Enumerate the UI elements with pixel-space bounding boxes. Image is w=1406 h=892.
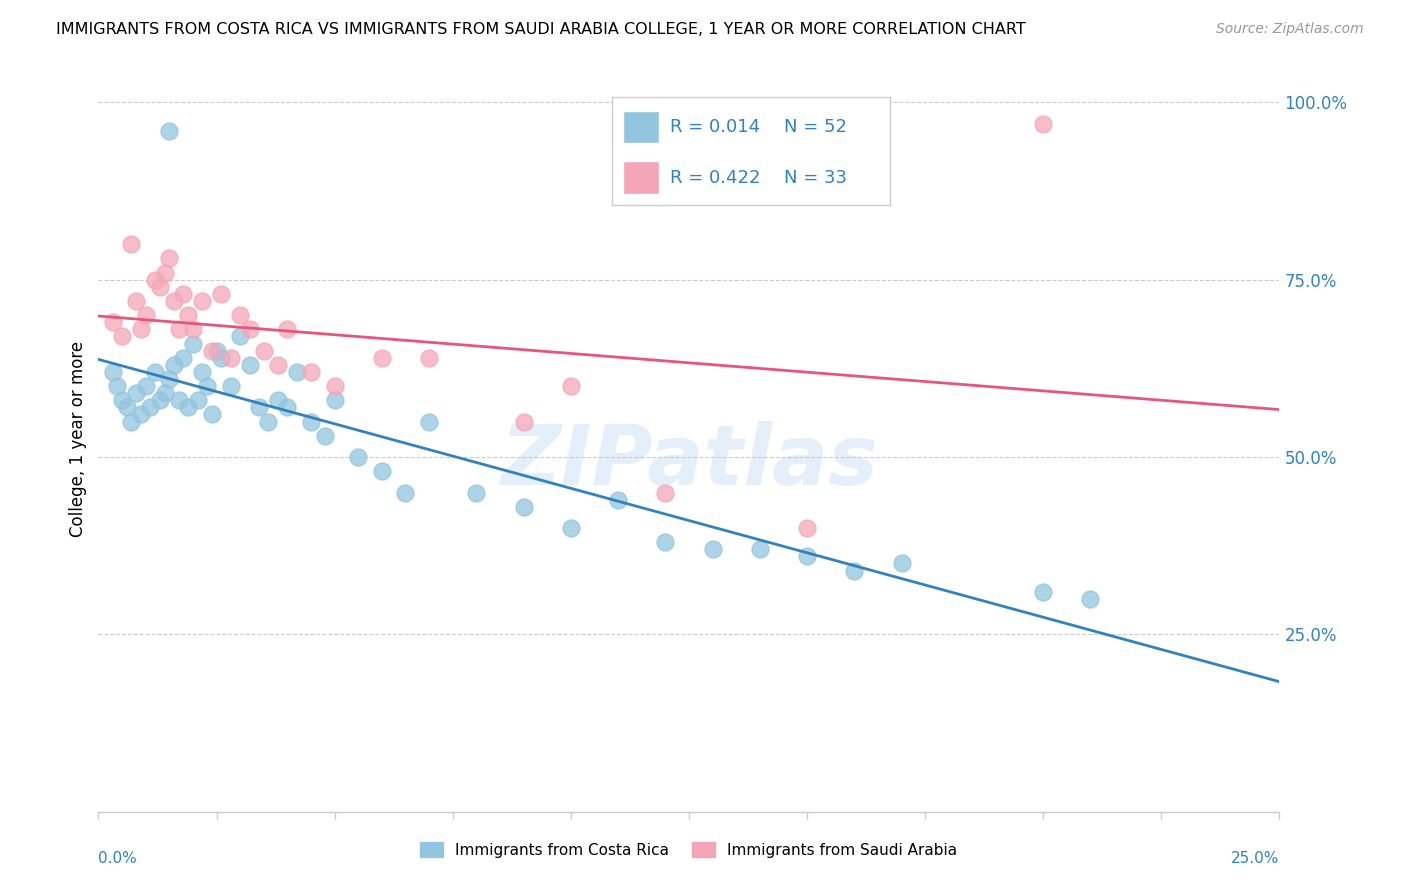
Point — [347, 450, 370, 464]
Point — [101, 315, 124, 329]
Point — [560, 521, 582, 535]
Point — [181, 322, 204, 336]
Point — [143, 365, 166, 379]
Point — [512, 415, 534, 429]
Point — [796, 521, 818, 535]
Point — [1080, 591, 1102, 606]
Point — [512, 500, 534, 514]
Point — [187, 393, 209, 408]
Point — [654, 535, 676, 549]
Point — [299, 365, 322, 379]
Point — [267, 393, 290, 408]
Point — [276, 322, 298, 336]
Point — [143, 273, 166, 287]
Point — [163, 293, 186, 308]
Point — [1032, 117, 1054, 131]
Point — [219, 351, 242, 365]
Point — [371, 351, 394, 365]
Point — [149, 393, 172, 408]
Point — [195, 379, 218, 393]
Point — [323, 393, 346, 408]
Point — [323, 379, 346, 393]
Point — [314, 429, 336, 443]
Point — [239, 322, 262, 336]
Point — [115, 401, 138, 415]
Point — [129, 408, 152, 422]
Point — [267, 358, 290, 372]
Point — [748, 542, 770, 557]
Text: ZIPatlas: ZIPatlas — [501, 421, 877, 502]
Point — [121, 237, 143, 252]
Point — [890, 557, 912, 571]
Point — [844, 564, 866, 578]
Point — [285, 365, 308, 379]
Point — [209, 351, 232, 365]
Point — [181, 336, 204, 351]
Point — [157, 372, 180, 386]
Point — [111, 329, 134, 343]
Point — [121, 415, 143, 429]
Point — [247, 401, 270, 415]
Point — [229, 308, 252, 322]
Point — [167, 322, 190, 336]
Point — [465, 485, 488, 500]
Point — [299, 415, 322, 429]
Point — [239, 358, 262, 372]
Point — [654, 485, 676, 500]
Point — [229, 329, 252, 343]
Point — [201, 343, 224, 358]
Point — [172, 286, 194, 301]
Point — [257, 415, 280, 429]
Point — [253, 343, 276, 358]
Point — [167, 393, 190, 408]
Point — [1032, 584, 1054, 599]
Point — [139, 401, 162, 415]
Text: Source: ZipAtlas.com: Source: ZipAtlas.com — [1216, 22, 1364, 37]
Point — [191, 293, 214, 308]
Point — [101, 365, 124, 379]
Point — [177, 308, 200, 322]
Text: 0.0%: 0.0% — [98, 851, 138, 865]
Point — [125, 293, 148, 308]
Point — [149, 280, 172, 294]
Point — [191, 365, 214, 379]
Point — [418, 351, 440, 365]
Point — [153, 386, 176, 401]
Point — [157, 124, 180, 138]
Point — [153, 266, 176, 280]
Text: IMMIGRANTS FROM COSTA RICA VS IMMIGRANTS FROM SAUDI ARABIA COLLEGE, 1 YEAR OR MO: IMMIGRANTS FROM COSTA RICA VS IMMIGRANTS… — [56, 22, 1026, 37]
Point — [371, 464, 394, 478]
Point — [129, 322, 152, 336]
Point — [163, 358, 186, 372]
Point — [560, 379, 582, 393]
Point — [394, 485, 416, 500]
Point — [172, 351, 194, 365]
Point — [219, 379, 242, 393]
Legend: Immigrants from Costa Rica, Immigrants from Saudi Arabia: Immigrants from Costa Rica, Immigrants f… — [415, 836, 963, 863]
Point — [702, 542, 724, 557]
Point — [135, 379, 157, 393]
Point — [125, 386, 148, 401]
Point — [205, 343, 228, 358]
Point — [177, 401, 200, 415]
Point — [135, 308, 157, 322]
Point — [111, 393, 134, 408]
Text: 25.0%: 25.0% — [1232, 851, 1279, 865]
Point — [105, 379, 128, 393]
Y-axis label: College, 1 year or more: College, 1 year or more — [69, 342, 87, 537]
Point — [418, 415, 440, 429]
Point — [276, 401, 298, 415]
Point — [201, 408, 224, 422]
Point — [796, 549, 818, 564]
Point — [209, 286, 232, 301]
Point — [607, 492, 630, 507]
Point — [157, 252, 180, 266]
